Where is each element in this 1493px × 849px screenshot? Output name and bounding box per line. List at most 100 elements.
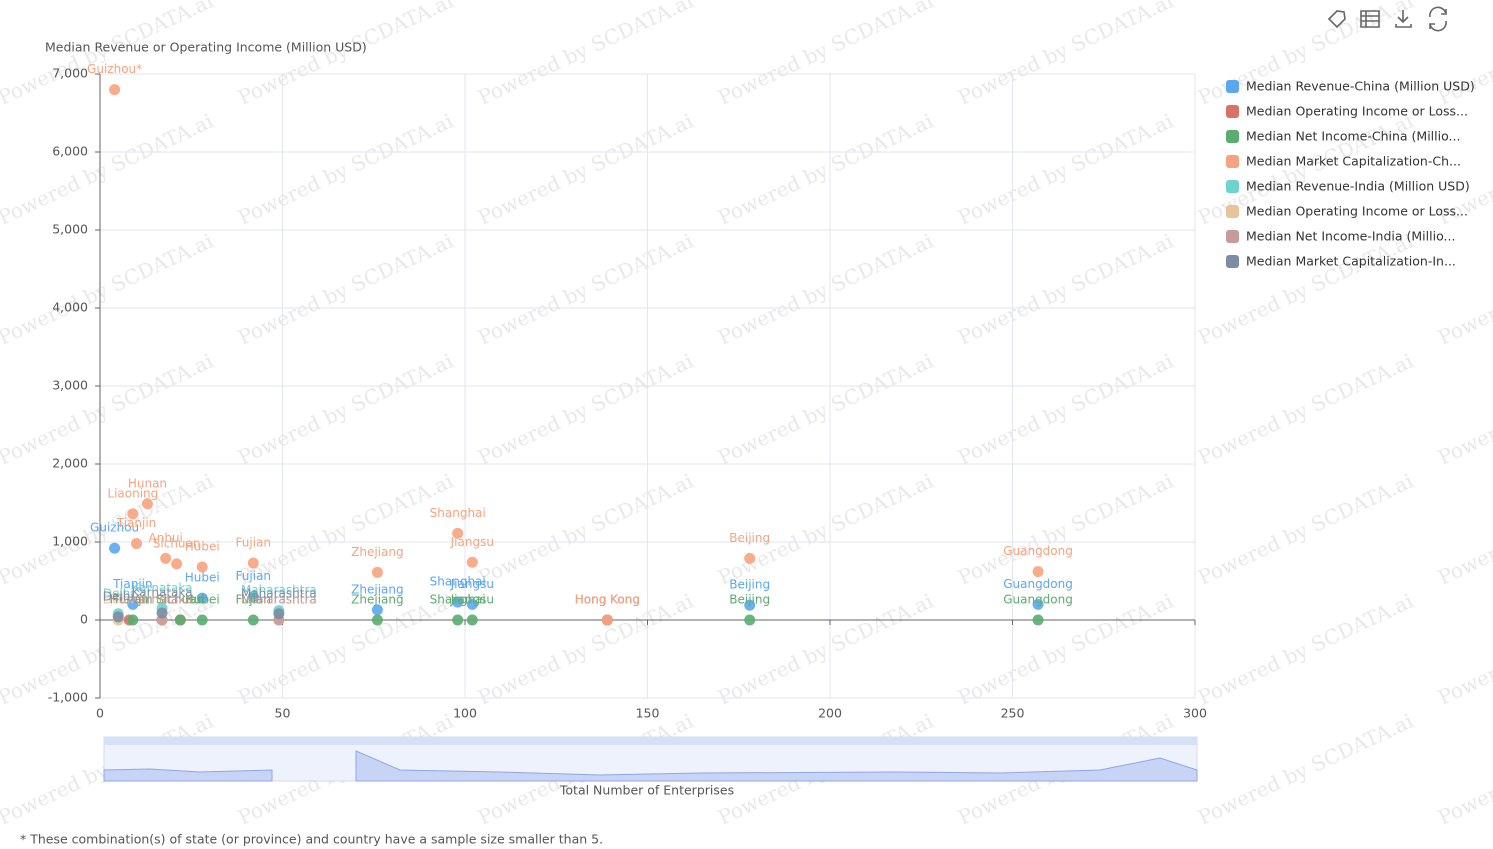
point-label: Karnataka (132, 593, 193, 607)
point-label: Fujian (236, 536, 271, 550)
point (1032, 598, 1044, 610)
point (171, 558, 183, 570)
point (247, 591, 259, 603)
point (127, 508, 139, 520)
legend-item[interactable]: Median Net Income-India (Millio... (1226, 229, 1455, 244)
tool-table[interactable] (1360, 10, 1380, 28)
watermark: Powered by SCDATA.ai (0, 109, 217, 230)
legend-swatch (1226, 180, 1239, 193)
point-label: Anhui (149, 531, 183, 545)
point-label: Guangdong (1003, 577, 1073, 591)
watermark: Powered by SCDATA.ai (0, 589, 217, 710)
point (466, 614, 478, 626)
point-label: Maharashtra (241, 593, 317, 607)
point-label: Zhejiang (351, 545, 403, 559)
legend-item[interactable]: Median Market Capitalization-In... (1226, 254, 1456, 269)
tool-tag[interactable] (1327, 10, 1346, 29)
point-label: Hubei (185, 539, 220, 553)
y-axis-title: Median Revenue or Operating Income (Mill… (45, 40, 367, 55)
zoom-preview (103, 750, 1198, 782)
watermark: Powered by SCDATA.ai (1434, 349, 1493, 470)
watermark: Powered by SCDATA.ai (234, 0, 457, 110)
data-zoom[interactable] (103, 736, 1198, 782)
point (196, 592, 208, 604)
watermark: Powered by SCDATA.ai (234, 349, 457, 470)
point-label: Guangdong (1003, 544, 1073, 558)
watermark: Powered by SCDATA.ai (714, 109, 937, 230)
point-label: Shanghai (430, 575, 486, 589)
y-tick-label: 5,000 (52, 222, 88, 237)
watermark: Powered by SCDATA.ai (474, 109, 697, 230)
x-tick-label: 300 (1183, 706, 1207, 721)
watermark: Powered by SCDATA.ai (474, 0, 697, 110)
point-label: Hunan (128, 476, 167, 490)
point-label: Karnataka (132, 593, 193, 607)
legend-item[interactable]: Median Net Income-China (Millio... (1226, 129, 1460, 144)
point (1032, 614, 1044, 626)
x-tick-label: 250 (1001, 706, 1025, 721)
point (452, 614, 464, 626)
point (127, 614, 139, 626)
point (160, 552, 172, 564)
watermark: Powered by SCDATA.ai (1434, 709, 1493, 830)
point (174, 614, 186, 626)
legend-label: Median Revenue-China (Million USD) (1246, 79, 1475, 94)
legend-label: Median Market Capitalization-In... (1246, 254, 1456, 269)
point-label: Tianjin (116, 516, 157, 530)
point-label: Guizhou* (87, 62, 142, 76)
point-label: Zhejiang (351, 582, 403, 596)
watermark: Powered by SCDATA.ai (714, 349, 937, 470)
legend-item[interactable]: Median Operating Income or Loss... (1226, 104, 1468, 119)
point-label: Maharashtra (241, 586, 317, 600)
watermark: Powered by SCDATA.ai (714, 469, 937, 590)
legend-swatch (1226, 130, 1239, 143)
point (371, 604, 383, 616)
legend-label: Median Net Income-India (Millio... (1246, 229, 1455, 244)
x-tick-label: 150 (636, 706, 660, 721)
point (141, 498, 153, 510)
point (371, 566, 383, 578)
watermark: Powered by SCDATA.ai (474, 589, 697, 710)
watermark: Powered by SCDATA.ai (234, 109, 457, 230)
legend-item[interactable]: Median Market Capitalization-Ch... (1226, 154, 1461, 169)
point (466, 556, 478, 568)
tool-refresh[interactable] (1429, 6, 1447, 32)
legend-swatch (1226, 255, 1239, 268)
legend-swatch (1226, 105, 1239, 118)
legend-swatch (1226, 205, 1239, 218)
point-label: Delhi (103, 586, 134, 600)
point (247, 614, 259, 626)
point-label: Delhi (103, 589, 134, 603)
tool-download[interactable] (1395, 10, 1412, 28)
legend-item[interactable]: Median Revenue-India (Million USD) (1226, 179, 1470, 194)
y-tick-label: 0 (80, 612, 88, 627)
legend-item[interactable]: Median Revenue-China (Million USD) (1226, 79, 1475, 94)
point (109, 84, 121, 96)
point (744, 614, 756, 626)
zoom-handle-bar[interactable] (104, 737, 1197, 745)
point-label: Jiangsu (450, 593, 494, 607)
watermark: Powered by SCDATA.ai (714, 229, 937, 350)
point-label: Maharashtra (241, 583, 317, 597)
watermark: Powered by SCDATA.ai (1194, 349, 1417, 470)
point-label: Hubei (185, 593, 220, 607)
watermark: Powered by SCDATA.ai (234, 229, 457, 350)
watermark: Powered by SCDATA.ai (234, 589, 457, 710)
point-label: Jiangsu (450, 535, 494, 549)
point (744, 552, 756, 564)
legend-item[interactable]: Median Operating Income or Loss... (1226, 204, 1468, 219)
x-tick-label: 0 (96, 706, 104, 721)
watermark: Powered by SCDATA.ai (1434, 589, 1493, 710)
x-tick-label: 50 (275, 706, 291, 721)
point-label: Hong Kong (575, 593, 640, 607)
toolbox[interactable] (1327, 6, 1447, 32)
y-tick-label: 7,000 (52, 66, 88, 81)
watermark: Powered by SCDATA.ai (1434, 469, 1493, 590)
point-label: Liaoning (107, 486, 158, 500)
point-label: Shanghai (430, 506, 486, 520)
